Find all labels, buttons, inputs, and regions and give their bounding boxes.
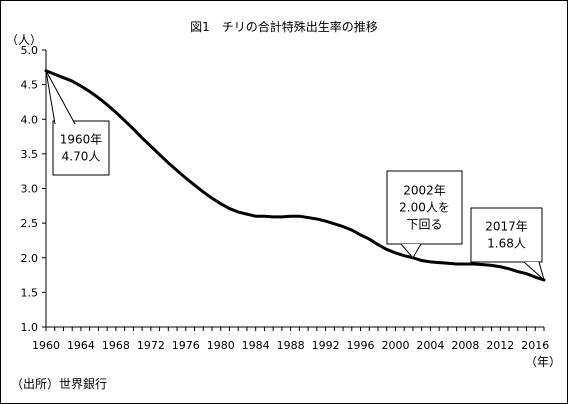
x-tick-label: 1992 [312, 339, 340, 352]
x-axis-unit-label: （年） [525, 355, 561, 369]
annotation-text: 2.00人を [399, 201, 450, 215]
fertility-rate-line [44, 69, 546, 282]
chart-title: 図1 チリの合計特殊出生率の推移 [190, 19, 378, 34]
y-tick-label: 1.5 [21, 286, 39, 299]
x-tick-label: 1964 [67, 339, 95, 352]
x-tick-label: 1960 [32, 339, 60, 352]
annotation-pointer [523, 261, 545, 282]
annotation-box [52, 120, 110, 176]
y-tick-label: 3.0 [21, 183, 39, 196]
x-tick-label: 1996 [347, 339, 375, 352]
y-tick-label: 2.5 [21, 217, 39, 230]
annotation-pointer [400, 243, 422, 259]
x-tick-label: 2016 [521, 339, 549, 352]
annotation-text: 1960年 [60, 133, 103, 147]
x-axis: 1960 1964 1968 1972 1976 1980 1984 1988 1992 1996… [32, 327, 549, 352]
source-note: （出所）世界銀行 [11, 377, 107, 391]
x-tick-label: 1976 [172, 339, 200, 352]
x-tick-label: 1980 [207, 339, 235, 352]
annotation-text: 2002年 [403, 184, 446, 198]
annotation-text: 1.68人 [487, 237, 526, 251]
x-tick-label: 1972 [137, 339, 165, 352]
x-tick-label: 2012 [486, 339, 514, 352]
annotation-callout: 1960年 4.70人 [45, 70, 110, 176]
annotation-text: 2017年 [485, 220, 528, 234]
annotation-box [470, 207, 543, 263]
annotation-box [386, 170, 463, 245]
x-tick-label: 2008 [451, 339, 479, 352]
y-tick-label: 3.5 [21, 148, 39, 161]
y-axis-unit-label: （人） [6, 33, 42, 47]
x-tick-label: 1968 [102, 339, 130, 352]
annotation-text: 4.70人 [62, 150, 101, 164]
x-tick-label: 2000 [381, 339, 409, 352]
y-tick-label: 4.5 [21, 79, 39, 92]
annotation-text: 下回る [406, 218, 442, 232]
annotation-pointer [45, 70, 76, 125]
y-tick-label: 4.0 [21, 113, 39, 126]
annotation-callout: 2017年 1.68人 [470, 207, 545, 282]
y-tick-label: 5.0 [21, 44, 39, 57]
x-tick-label: 1988 [277, 339, 305, 352]
y-tick-label: 1.0 [21, 321, 39, 334]
x-tick-label: 1984 [242, 339, 270, 352]
y-tick-label: 2.0 [21, 252, 39, 265]
x-tick-label: 2004 [416, 339, 444, 352]
y-axis: 1.0 1.5 2.0 2.5 3.0 3.5 4.0 4.5 5.0 [21, 44, 46, 334]
